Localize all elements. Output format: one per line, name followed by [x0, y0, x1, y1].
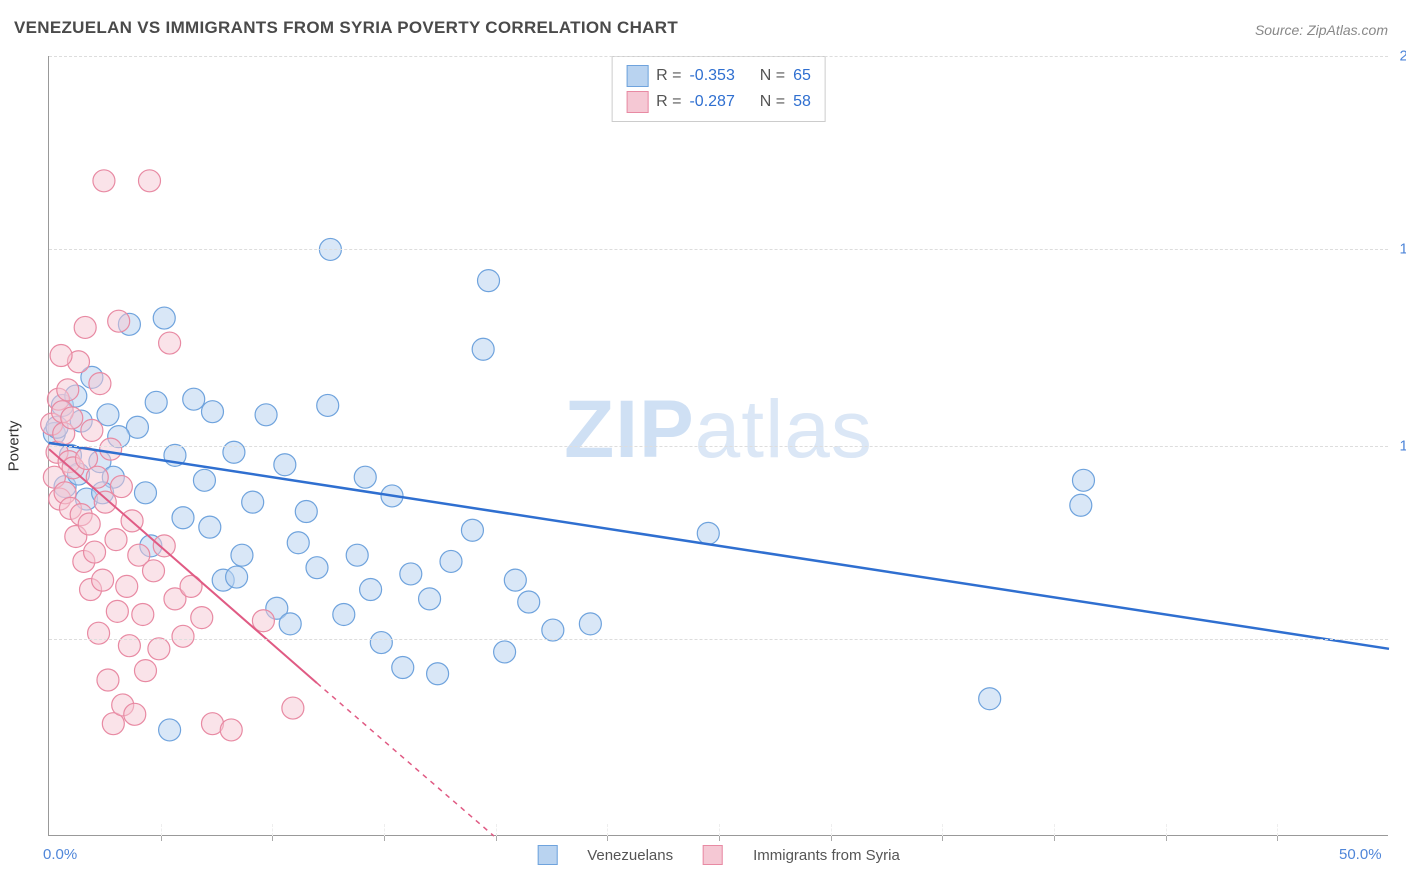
- corr-r-val-1: -0.353: [689, 67, 734, 85]
- corr-n-val-2: 58: [793, 93, 811, 111]
- ytick-label: 25.0%: [1394, 48, 1406, 65]
- plot-area: ZIPatlas R = -0.353 N = 65 R = -0.287 N …: [48, 56, 1388, 836]
- correlation-box: R = -0.353 N = 65 R = -0.287 N = 58: [611, 56, 826, 122]
- swatch-series2: [626, 91, 648, 113]
- legend-swatch-2: [703, 845, 723, 865]
- chart-title: VENEZUELAN VS IMMIGRANTS FROM SYRIA POVE…: [14, 18, 678, 38]
- source-label: Source: ZipAtlas.com: [1255, 22, 1388, 38]
- ytick-label: 18.8%: [1394, 241, 1406, 258]
- bottom-legend: Venezuelans Immigrants from Syria: [537, 845, 900, 865]
- legend-label-1: Venezuelans: [587, 847, 673, 864]
- y-axis-label: Poverty: [6, 421, 23, 472]
- xtick-label: 0.0%: [43, 846, 77, 863]
- swatch-series1: [626, 65, 648, 87]
- corr-n-label-2: N =: [760, 93, 785, 111]
- xtick-label: 50.0%: [1339, 846, 1382, 863]
- corr-r-val-2: -0.287: [689, 93, 734, 111]
- corr-r-label-2: R =: [656, 93, 681, 111]
- ytick-label: 12.5%: [1394, 438, 1406, 455]
- corr-r-label-1: R =: [656, 67, 681, 85]
- chart-container: VENEZUELAN VS IMMIGRANTS FROM SYRIA POVE…: [0, 0, 1406, 892]
- ytick-label: 6.3%: [1394, 631, 1406, 648]
- corr-row-2: R = -0.287 N = 58: [626, 89, 811, 115]
- legend-swatch-1: [537, 845, 557, 865]
- corr-row-1: R = -0.353 N = 65: [626, 63, 811, 89]
- legend-label-2: Immigrants from Syria: [753, 847, 900, 864]
- corr-n-val-1: 65: [793, 67, 811, 85]
- corr-n-label-1: N =: [760, 67, 785, 85]
